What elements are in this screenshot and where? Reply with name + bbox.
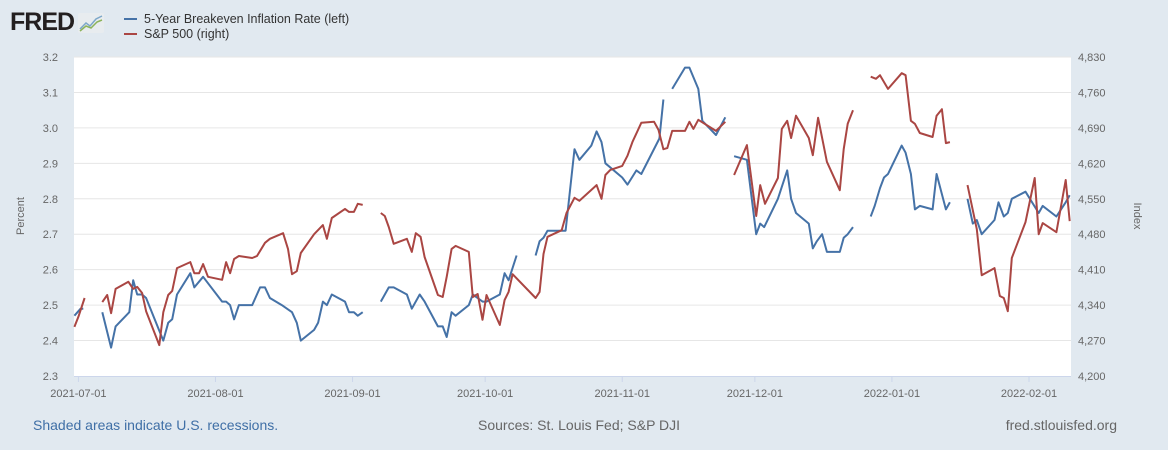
x-tick-label: 2021-11-01 <box>595 388 650 400</box>
chart-legend: 5-Year Breakeven Inflation Rate (left) S… <box>124 11 349 41</box>
x-tick-label: 2021-12-01 <box>727 388 783 400</box>
right-tick-label: 4,410 <box>1078 265 1106 277</box>
fred-logo-text: FRED <box>10 8 75 36</box>
series-line-segment <box>534 99 665 256</box>
left-tick-label: 3.0 <box>43 123 58 135</box>
right-tick-label: 4,760 <box>1078 87 1106 99</box>
x-tick-label: 2021-08-01 <box>187 388 243 400</box>
left-tick-label: 2.7 <box>43 229 58 241</box>
x-tick-label: 2021-07-01 <box>50 388 106 400</box>
left-axis-title: Percent <box>15 197 27 235</box>
legend-item-sp500[interactable]: S&P 500 (right) <box>124 26 349 41</box>
series-line-segment <box>733 109 854 217</box>
series-line-segment <box>869 144 951 217</box>
x-tick-label: 2022-01-01 <box>864 388 920 400</box>
series-line-segment <box>870 72 951 145</box>
left-tick-label: 3.2 <box>43 52 58 64</box>
x-tick-label: 2022-02-01 <box>1001 388 1057 400</box>
series-line-segment <box>73 297 86 328</box>
series-line-segment <box>101 202 363 347</box>
left-tick-label: 2.4 <box>43 336 58 348</box>
legend-swatch-blue <box>124 17 137 20</box>
right-tick-label: 4,340 <box>1078 300 1106 312</box>
x-tick-label: 2021-10-01 <box>457 388 513 400</box>
right-tick-label: 4,550 <box>1078 194 1106 206</box>
right-tick-label: 4,830 <box>1078 52 1106 64</box>
left-tick-label: 2.6 <box>43 265 58 277</box>
series-breakeven-inflation <box>73 66 1071 349</box>
series-line-segment <box>671 66 727 136</box>
legend-swatch-red <box>124 32 137 35</box>
series-line-segment <box>733 155 854 253</box>
fred-chart-icon <box>78 12 105 33</box>
right-axis-title: Index <box>1131 203 1143 230</box>
left-tick-label: 3.1 <box>43 87 58 99</box>
legend-label: 5-Year Breakeven Inflation Rate (left) <box>144 11 350 26</box>
chart-svg: 2.3 4,200 2.4 4,270 2.5 4,340 2.6 4,410 2.7 4,480… <box>15 52 1143 400</box>
series-line-segment <box>966 177 1071 313</box>
right-tick-label: 4,690 <box>1078 123 1106 135</box>
series-line-segment <box>966 190 1071 236</box>
left-tick-label: 2.5 <box>43 300 58 312</box>
right-tick-label: 4,480 <box>1078 229 1106 241</box>
fred-site-link[interactable]: fred.stlouisfed.org <box>1005 417 1117 433</box>
series-line-segment <box>379 255 518 338</box>
right-tick-label: 4,620 <box>1078 158 1106 170</box>
right-tick-label: 4,270 <box>1078 336 1106 348</box>
recession-note-link[interactable]: Shaded areas indicate U.S. recessions. <box>33 417 279 433</box>
series-sp500 <box>73 72 1071 347</box>
legend-label: S&P 500 (right) <box>144 26 230 41</box>
x-tick-label: 2021-09-01 <box>324 388 380 400</box>
series-line-segment <box>380 118 726 326</box>
left-tick-label: 2.8 <box>43 194 58 206</box>
left-tick-label: 2.3 <box>43 371 58 383</box>
left-tick-label: 2.9 <box>43 158 58 170</box>
legend-item-breakeven[interactable]: 5-Year Breakeven Inflation Rate (left) <box>124 11 349 26</box>
sources-text: Sources: St. Louis Fed; S&P DJI <box>478 417 681 433</box>
fred-logo[interactable]: FRED <box>10 8 105 37</box>
plot-area <box>74 57 1071 376</box>
right-tick-label: 4,200 <box>1078 371 1106 383</box>
